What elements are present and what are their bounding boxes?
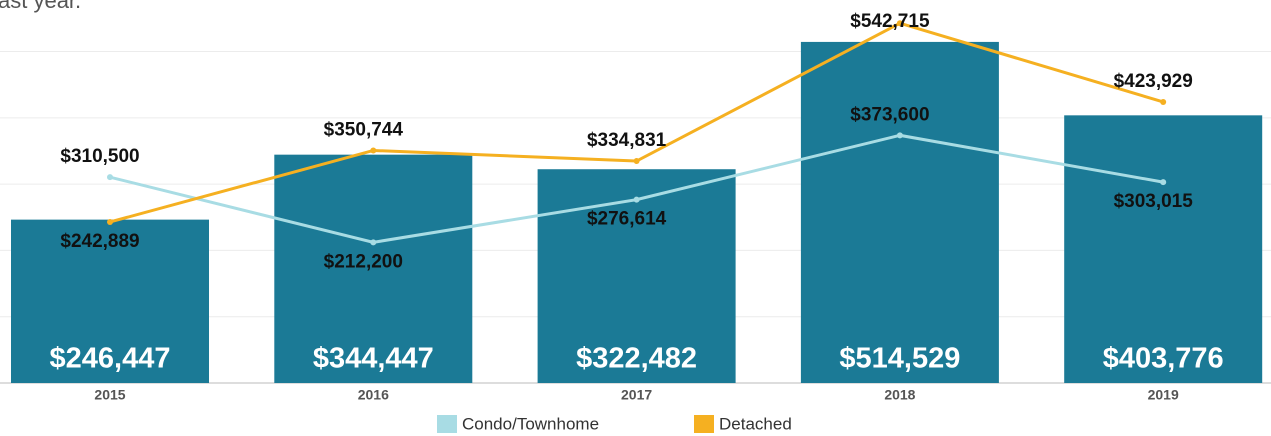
legend-label: Detached [719, 414, 792, 433]
point [370, 147, 377, 154]
caption: ast year. [0, 0, 81, 13]
bar [11, 219, 209, 383]
bar-label: $403,776 [1103, 343, 1224, 375]
legend-label: Condo/Townhome [462, 414, 599, 433]
bar-label: $514,529 [839, 343, 960, 375]
data-label: $310,500 [60, 146, 139, 167]
point [1160, 98, 1167, 105]
legend-swatch [437, 415, 457, 433]
point [896, 20, 903, 27]
data-label: $276,614 [587, 209, 667, 230]
x-tick-label: 2016 [358, 387, 389, 403]
data-label: $242,889 [60, 231, 139, 252]
bar-label: $246,447 [50, 343, 171, 375]
point [107, 218, 113, 225]
data-label: $350,744 [324, 120, 404, 141]
bar [800, 41, 999, 383]
point [370, 239, 377, 246]
data-label: $373,600 [850, 104, 929, 125]
point [1160, 179, 1167, 186]
x-tick-label: 2015 [94, 387, 125, 403]
point [107, 174, 113, 181]
bar [537, 169, 736, 383]
legend-swatch [694, 415, 714, 433]
x-tick-label: 2017 [621, 387, 652, 403]
x-tick-label: 2019 [1148, 387, 1179, 403]
data-label: $542,715 [850, 11, 930, 32]
bar-label: $322,482 [576, 343, 697, 375]
x-tick-label: 2018 [884, 387, 915, 403]
data-label: $303,015 [1114, 191, 1194, 212]
data-label: $334,831 [587, 130, 667, 151]
bar [1064, 115, 1263, 383]
bar-label: $344,447 [313, 343, 434, 375]
data-label: $212,200 [324, 251, 403, 272]
bar [274, 154, 473, 383]
point [896, 132, 903, 139]
data-label: $423,929 [1114, 71, 1193, 92]
point [633, 158, 640, 165]
point [633, 196, 640, 203]
